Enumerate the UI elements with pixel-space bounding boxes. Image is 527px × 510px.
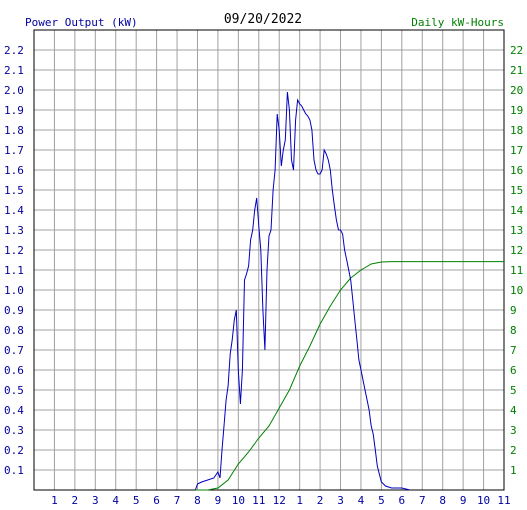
x-tick-label: 8 [439, 494, 446, 507]
x-tick-label: 8 [194, 494, 201, 507]
x-tick-label: 4 [358, 494, 365, 507]
left-tick-label: 0.5 [4, 384, 24, 397]
x-tick-label: 9 [215, 494, 222, 507]
left-tick-label: 0.6 [4, 364, 24, 377]
right-tick-label: 11 [510, 264, 523, 277]
right-tick-label: 20 [510, 84, 523, 97]
x-tick-label: 6 [399, 494, 406, 507]
x-tick-label: 12 [273, 494, 286, 507]
x-tick-label: 1 [51, 494, 58, 507]
left-tick-label: 2.1 [4, 64, 24, 77]
right-tick-label: 5 [510, 384, 517, 397]
right-tick-label: 15 [510, 184, 523, 197]
right-tick-label: 17 [510, 144, 523, 157]
x-tick-labels: 1 2 3 4 5 6 7 8 9 10 11 12 1 2 3 4 5 6 7 8 9 10 11 [51, 494, 511, 507]
x-tick-label: 11 [252, 494, 265, 507]
x-tick-label: 7 [419, 494, 426, 507]
left-tick-label: 1.3 [4, 224, 24, 237]
right-tick-label: 10 [510, 284, 523, 297]
left-tick-label: 1.0 [4, 284, 24, 297]
left-tick-label: 1.4 [4, 204, 24, 217]
x-tick-label: 6 [153, 494, 160, 507]
x-tick-label: 3 [337, 494, 344, 507]
plot-frame [33, 29, 505, 491]
left-tick-labels: 0.1 0.2 0.3 0.4 0.5 0.6 0.7 0.8 0.9 1.0 1.1 1.2 1.3 1… [4, 44, 24, 477]
x-tick-label: 1 [296, 494, 303, 507]
x-tick-label: 7 [174, 494, 181, 507]
right-tick-label: 6 [510, 364, 517, 377]
right-tick-label: 13 [510, 224, 523, 237]
right-tick-label: 9 [510, 304, 517, 317]
left-tick-label: 0.2 [4, 444, 24, 457]
x-tick-label: 4 [112, 494, 119, 507]
right-tick-label: 3 [510, 424, 517, 437]
left-tick-label: 0.7 [4, 344, 24, 357]
x-tick-label: 3 [92, 494, 99, 507]
x-tick-label: 2 [72, 494, 79, 507]
left-tick-label: 0.4 [4, 404, 24, 417]
right-tick-label: 4 [510, 404, 517, 417]
x-tick-label: 10 [477, 494, 490, 507]
right-tick-label: 14 [510, 204, 524, 217]
right-tick-label: 18 [510, 124, 523, 137]
left-tick-label: 1.7 [4, 144, 24, 157]
left-tick-label: 2.0 [4, 84, 24, 97]
x-tick-label: 10 [232, 494, 245, 507]
right-tick-label: 21 [510, 64, 523, 77]
x-tick-label: 2 [317, 494, 324, 507]
right-tick-label: 1 [510, 464, 517, 477]
right-axis-title: Daily kW-Hours [411, 16, 504, 29]
left-tick-label: 0.9 [4, 304, 24, 317]
left-tick-label: 2.2 [4, 44, 24, 57]
right-tick-label: 12 [510, 244, 523, 257]
left-axis-title: Power Output (kW) [25, 16, 138, 29]
left-tick-label: 0.1 [4, 464, 24, 477]
left-tick-label: 0.3 [4, 424, 24, 437]
grid-lines [34, 30, 504, 490]
right-tick-label: 8 [510, 324, 517, 337]
power-series-line [194, 91, 411, 491]
left-tick-label: 1.6 [4, 164, 24, 177]
right-tick-label: 22 [510, 44, 523, 57]
right-tick-label: 19 [510, 104, 523, 117]
left-tick-label: 1.9 [4, 104, 24, 117]
x-tick-label: 5 [378, 494, 385, 507]
left-tick-label: 0.8 [4, 324, 24, 337]
left-tick-label: 1.8 [4, 124, 24, 137]
left-tick-label: 1.2 [4, 244, 24, 257]
left-tick-label: 1.1 [4, 264, 24, 277]
x-tick-label: 9 [460, 494, 467, 507]
x-tick-label: 11 [497, 494, 510, 507]
right-tick-label: 16 [510, 164, 523, 177]
energy-series-line [195, 261, 504, 491]
right-tick-label: 7 [510, 344, 517, 357]
chart-title: 09/20/2022 [224, 12, 302, 27]
left-tick-label: 1.5 [4, 184, 24, 197]
x-tick-label: 5 [133, 494, 140, 507]
right-tick-label: 2 [510, 444, 517, 457]
